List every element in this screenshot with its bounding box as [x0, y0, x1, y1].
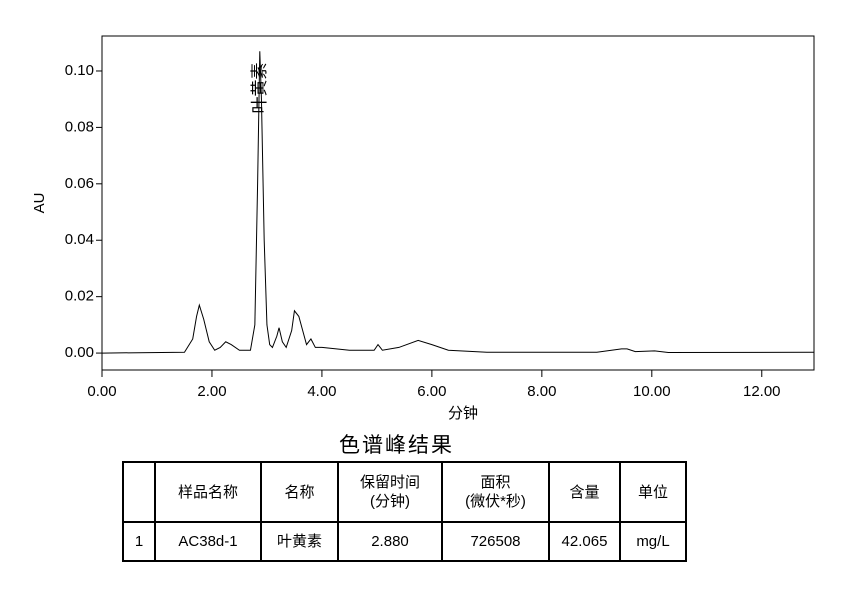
- header-cell: 样品名称: [154, 461, 262, 523]
- data-cell: AC38d-1: [154, 521, 262, 562]
- peak-annotation: 叶黄素: [250, 63, 269, 114]
- y-tick-label: 0.06: [65, 175, 94, 192]
- data-cell: 1: [122, 521, 156, 562]
- data-cell: 2.880: [337, 521, 443, 562]
- header-cell: 名称: [260, 461, 339, 523]
- header-cell: [122, 461, 156, 523]
- data-cell: mg/L: [619, 521, 687, 562]
- chromatogram-line: [101, 51, 815, 354]
- header-row: 样品名称 名称 保留时间 (分钟) 面积 (微伏*秒) 含量 单位: [122, 461, 687, 523]
- x-tick-label: 12.00: [743, 383, 781, 400]
- header-cell: 含量: [548, 461, 621, 523]
- plot-frame: [101, 35, 815, 371]
- header-cell: 面积 (微伏*秒): [441, 461, 550, 523]
- data-row: 1 AC38d-1 叶黄素 2.880 726508 42.065 mg/L: [122, 521, 687, 562]
- y-axis-label: AU: [31, 193, 48, 214]
- data-cell: 叶黄素: [260, 521, 339, 562]
- y-tick-label: 0.10: [65, 62, 94, 79]
- x-tick-label: 10.00: [633, 383, 671, 400]
- x-axis-label: 分钟: [448, 405, 478, 422]
- x-tick-label: 6.00: [417, 383, 446, 400]
- header-cell: 单位: [619, 461, 687, 523]
- x-tick-label: 2.00: [197, 383, 226, 400]
- x-tick-label: 8.00: [527, 383, 556, 400]
- x-tick-label: 4.00: [307, 383, 336, 400]
- y-tick-label: 0.04: [65, 231, 94, 248]
- y-tick-label: 0.02: [65, 288, 94, 305]
- results-table: 样品名称 名称 保留时间 (分钟) 面积 (微伏*秒) 含量 单位 1 AC38d-1 叶黄素 2…: [122, 461, 687, 562]
- table-title: 色谱峰结果: [339, 434, 454, 457]
- chart: 0.00 0.02 0.04 0.06 0.08 0.10 0.00 2.00 4.00 6.00…: [31, 35, 815, 422]
- header-cell: 保留时间 (分钟): [337, 461, 443, 523]
- y-tick-label: 0.08: [65, 118, 94, 135]
- x-tick-label: 0.00: [87, 383, 116, 400]
- data-cell: 42.065: [548, 521, 621, 562]
- y-tick-label: 0.00: [65, 344, 94, 361]
- data-cell: 726508: [441, 521, 550, 562]
